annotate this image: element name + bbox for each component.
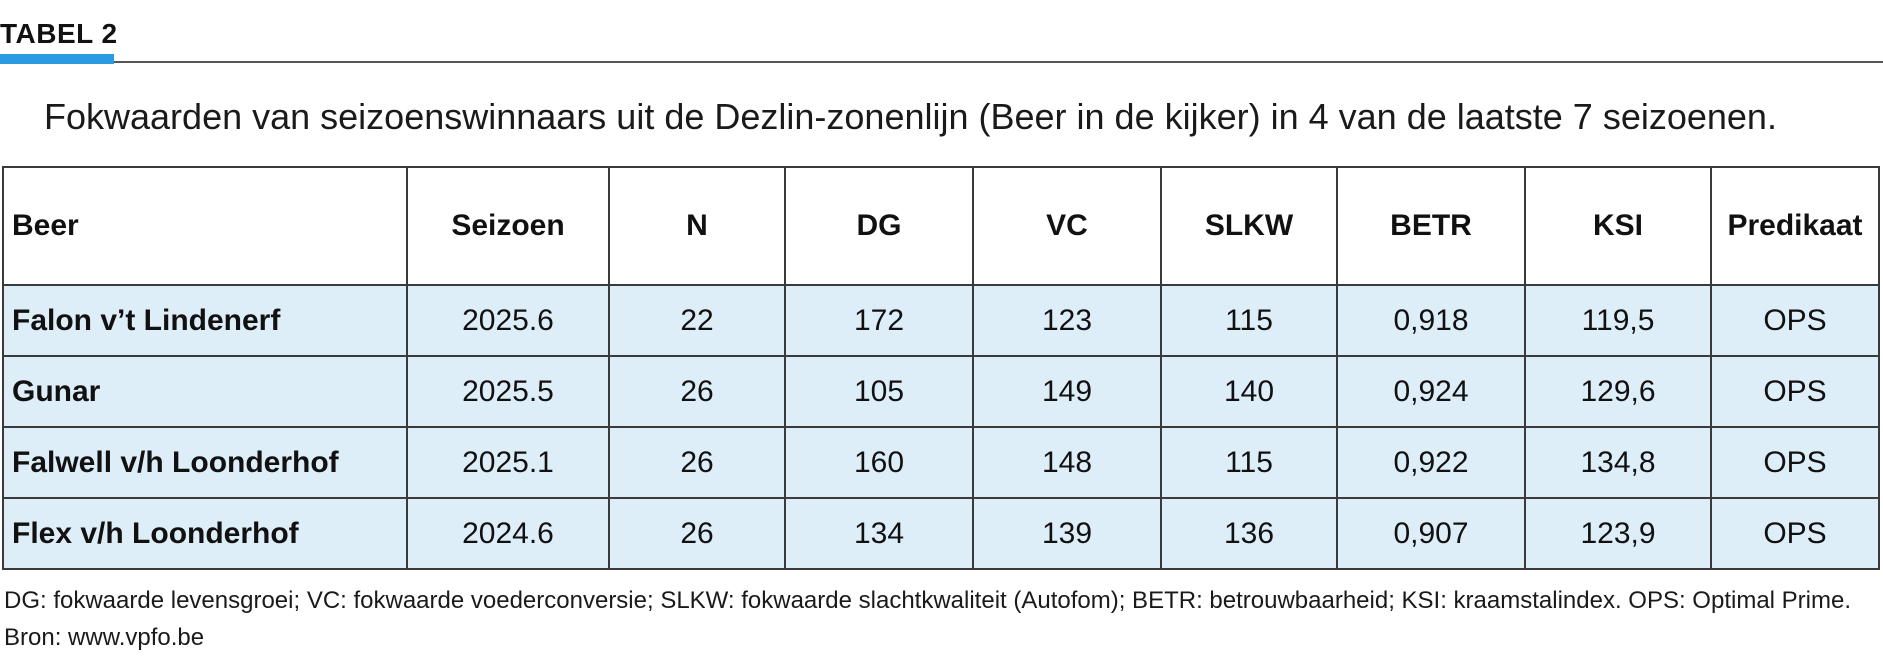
column-header-dg: DG xyxy=(784,166,974,286)
cell-vc: 139 xyxy=(972,497,1162,570)
cell-n: 26 xyxy=(608,355,786,428)
table-row: Flex v/h Loonderhof 2024.6 26 134 139 13… xyxy=(2,497,1880,570)
column-header-vc: VC xyxy=(972,166,1162,286)
cell-beer: Flex v/h Loonderhof xyxy=(2,497,408,570)
label-accent-bar xyxy=(0,54,114,64)
table-caption: Fokwaarden van seizoenswinnaars uit de D… xyxy=(44,96,1777,137)
cell-seizoen: 2025.6 xyxy=(406,284,610,357)
cell-n: 22 xyxy=(608,284,786,357)
column-header-beer: Beer xyxy=(2,166,408,286)
cell-dg: 172 xyxy=(784,284,974,357)
table-row: Gunar 2025.5 26 105 149 140 0,924 129,6 … xyxy=(2,355,1880,428)
cell-slkw: 115 xyxy=(1160,426,1338,499)
table-row: Falwell v/h Loonderhof 2025.1 26 160 148… xyxy=(2,426,1880,499)
cell-slkw: 136 xyxy=(1160,497,1338,570)
column-header-seizoen: Seizoen xyxy=(406,166,610,286)
cell-ksi: 123,9 xyxy=(1524,497,1712,570)
cell-slkw: 140 xyxy=(1160,355,1338,428)
column-header-ksi: KSI xyxy=(1524,166,1712,286)
header-divider xyxy=(114,61,1883,63)
cell-predikaat: OPS xyxy=(1710,426,1880,499)
cell-beer: Gunar xyxy=(2,355,408,428)
cell-predikaat: OPS xyxy=(1710,355,1880,428)
cell-ksi: 129,6 xyxy=(1524,355,1712,428)
cell-vc: 123 xyxy=(972,284,1162,357)
cell-predikaat: OPS xyxy=(1710,284,1880,357)
cell-betr: 0,922 xyxy=(1336,426,1526,499)
cell-ksi: 119,5 xyxy=(1524,284,1712,357)
cell-dg: 160 xyxy=(784,426,974,499)
cell-betr: 0,907 xyxy=(1336,497,1526,570)
cell-betr: 0,918 xyxy=(1336,284,1526,357)
cell-seizoen: 2025.1 xyxy=(406,426,610,499)
cell-dg: 134 xyxy=(784,497,974,570)
column-header-predikaat: Predikaat xyxy=(1710,166,1880,286)
table-footnote: DG: fokwaarde levensgroei; VC: fokwaarde… xyxy=(4,587,1852,651)
cell-n: 26 xyxy=(608,426,786,499)
cell-seizoen: 2024.6 xyxy=(406,497,610,570)
cell-betr: 0,924 xyxy=(1336,355,1526,428)
cell-beer: Falwell v/h Loonderhof xyxy=(2,426,408,499)
cell-vc: 148 xyxy=(972,426,1162,499)
cell-predikaat: OPS xyxy=(1710,497,1880,570)
cell-ksi: 134,8 xyxy=(1524,426,1712,499)
cell-seizoen: 2025.5 xyxy=(406,355,610,428)
column-header-betr: BETR xyxy=(1336,166,1526,286)
table-header-row: Beer Seizoen N DG VC SLKW BETR KSI Predi… xyxy=(2,166,1880,286)
column-header-slkw: SLKW xyxy=(1160,166,1338,286)
table-label: TABEL 2 xyxy=(0,18,118,49)
column-header-n: N xyxy=(608,166,786,286)
cell-n: 26 xyxy=(608,497,786,570)
cell-vc: 149 xyxy=(972,355,1162,428)
table-row: Falon v’t Lindenerf 2025.6 22 172 123 11… xyxy=(2,284,1880,357)
breeding-values-table: Beer Seizoen N DG VC SLKW BETR KSI Predi… xyxy=(2,166,1880,570)
cell-slkw: 115 xyxy=(1160,284,1338,357)
cell-beer: Falon v’t Lindenerf xyxy=(2,284,408,357)
cell-dg: 105 xyxy=(784,355,974,428)
